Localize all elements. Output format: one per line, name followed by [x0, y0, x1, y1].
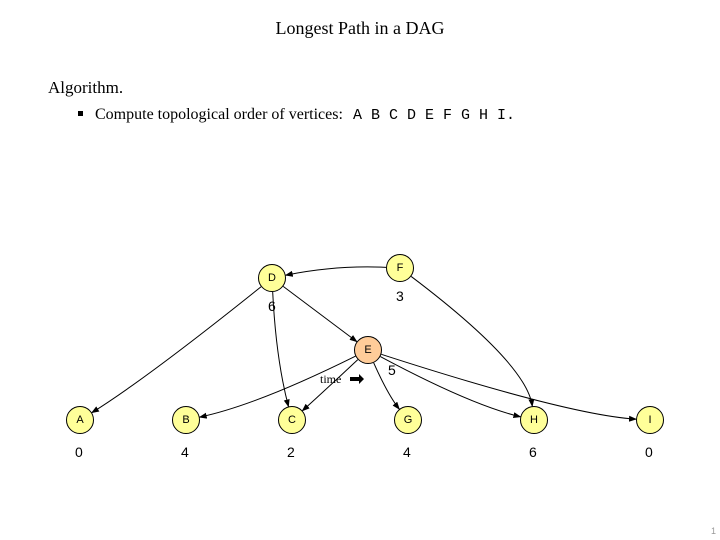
node-value-a: 0	[75, 444, 83, 460]
node-a: A	[66, 406, 94, 434]
page-number: 1	[711, 526, 716, 536]
edge-e-i	[381, 354, 636, 419]
node-value-c: 2	[287, 444, 295, 460]
dag-diagram	[0, 0, 720, 540]
node-value-h: 6	[529, 444, 537, 460]
node-h: H	[520, 406, 548, 434]
arrow-icon	[350, 374, 364, 384]
node-value-g: 4	[403, 444, 411, 460]
edge-f-h	[411, 276, 532, 406]
node-d: D	[258, 264, 286, 292]
node-b: B	[172, 406, 200, 434]
node-i: I	[636, 406, 664, 434]
time-label: time	[320, 372, 341, 387]
edge-f-d	[286, 267, 386, 275]
node-value-d: 6	[268, 298, 276, 314]
node-value-b: 4	[181, 444, 189, 460]
edge-d-a	[92, 287, 261, 413]
node-e: E	[354, 336, 382, 364]
edge-d-e	[283, 286, 357, 341]
node-value-f: 3	[396, 288, 404, 304]
node-c: C	[278, 406, 306, 434]
node-f: F	[386, 254, 414, 282]
node-value-i: 0	[645, 444, 653, 460]
node-g: G	[394, 406, 422, 434]
node-value-e: 5	[388, 362, 396, 378]
